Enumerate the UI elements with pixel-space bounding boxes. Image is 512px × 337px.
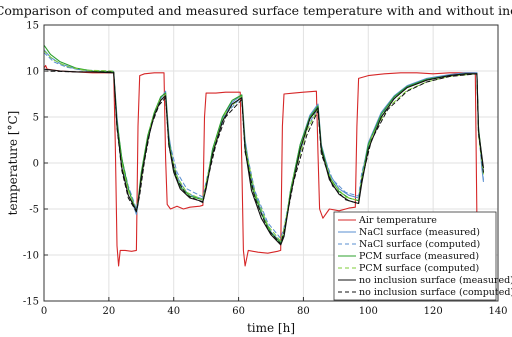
legend-entry: PCM surface (measured) [359, 251, 479, 262]
y-tick-label: 5 [33, 113, 39, 124]
y-tick-label: 0 [33, 159, 39, 170]
x-tick-label: 140 [488, 306, 507, 317]
series-line-1 [43, 64, 478, 267]
y-tick-label: 15 [26, 21, 39, 32]
legend-entry: PCM surface (computed) [359, 263, 479, 274]
ticks: 0 20 40 60 80 100 120 140 -15 -10 -5 0 5 10 15 [23, 21, 508, 318]
legend-entry: NaCl surface (measured) [359, 227, 480, 238]
series-line-6 [43, 68, 484, 246]
x-tick-label: 100 [359, 306, 378, 317]
y-tick-label: 10 [26, 67, 39, 78]
x-tick-label: 0 [41, 306, 47, 317]
y-tick-label: -10 [23, 251, 39, 262]
y-axis-label: temperature [°C] [6, 111, 20, 216]
x-tick-label: 20 [102, 306, 115, 317]
x-tick-label: 40 [167, 306, 180, 317]
legend-entry: Air temperature [358, 215, 437, 226]
chart-title: Comparison of computed and measured surf… [0, 3, 512, 18]
series-line-7 [43, 70, 484, 245]
y-tick-label: -15 [23, 297, 39, 308]
series-layer [43, 44, 484, 267]
legend-box [333, 211, 497, 301]
legend-entry: no inclusion surface (measured) [359, 275, 512, 286]
legend-entry: NaCl surface (computed) [359, 239, 480, 250]
x-tick-label: 80 [297, 306, 310, 317]
legend-entry: no inclusion surface (computed) [359, 287, 512, 298]
x-tick-label: 120 [424, 306, 443, 317]
x-axis-label: time [h] [247, 321, 295, 335]
series-line-5 [43, 50, 484, 242]
y-tick-label: -5 [29, 205, 39, 216]
series-line-3 [43, 52, 484, 239]
x-tick-label: 60 [232, 306, 245, 317]
